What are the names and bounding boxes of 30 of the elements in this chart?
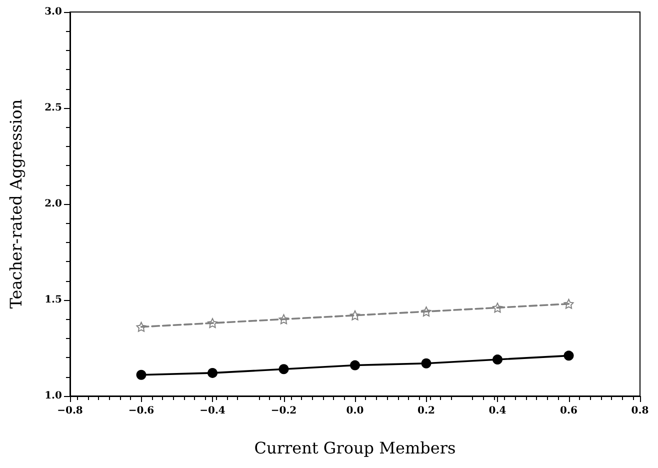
point: [278, 314, 289, 324]
x-tick-label: 0.6: [560, 406, 578, 416]
point: [492, 354, 502, 365]
point: [350, 310, 360, 320]
point: [492, 302, 502, 313]
y-tick-label: 3.0: [44, 6, 62, 18]
point: [208, 368, 218, 378]
point: [136, 322, 146, 332]
x-tick-label: −0.8: [57, 406, 83, 416]
point: [136, 370, 146, 380]
y-tick-label: 2.0: [44, 198, 62, 210]
x-tick-label: 0.4: [488, 406, 506, 416]
x-tick-label: 0.2: [418, 406, 435, 416]
x-tick-label: −0.4: [200, 406, 226, 416]
point: [564, 350, 574, 361]
point: [208, 318, 218, 328]
point: [278, 364, 289, 374]
x-tick-label: −0.2: [270, 406, 297, 416]
x-tick-label: 0.8: [631, 406, 649, 416]
x-axis-title: Current Group Members: [254, 438, 456, 458]
point: [421, 306, 432, 317]
point: [564, 298, 574, 309]
y-tick-label: 2.5: [44, 102, 62, 114]
y-tick-label: 1.0: [44, 390, 62, 402]
y-axis-title: Teacher-rated Aggression: [6, 99, 26, 309]
point: [421, 358, 432, 368]
x-tick-label: −0.6: [128, 406, 154, 416]
point: [350, 360, 360, 370]
x-tick-label: 0.0: [346, 406, 364, 416]
y-tick-label: 1.5: [44, 294, 62, 306]
